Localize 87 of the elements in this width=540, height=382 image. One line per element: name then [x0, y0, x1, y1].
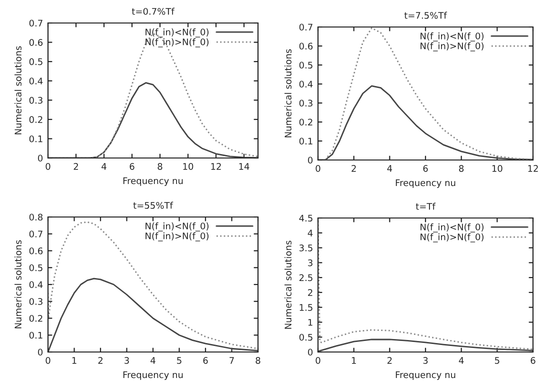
y-tick-label: 0 [38, 348, 43, 356]
y-tick-label: 0.7 [29, 20, 42, 27]
x-tick-label: 4 [102, 163, 106, 170]
y-tick-label: 0.6 [29, 247, 43, 254]
x-tick-label: 2 [74, 163, 78, 170]
x-tick-label: 6 [203, 357, 208, 364]
x-tick-label: 2 [98, 357, 102, 364]
x-tick-label: 8 [256, 357, 260, 364]
legend-label: N(f_in)<N(f_0) [146, 222, 208, 232]
legend-label: N(f_in)<N(f_0) [420, 223, 484, 232]
chart-title: t=0.7%Tf [132, 8, 175, 15]
x-tick-label: 3 [124, 357, 129, 364]
x-tick-label: 7 [230, 357, 234, 364]
x-tick-label: 2 [387, 357, 392, 364]
x-tick-label: 6 [530, 357, 536, 364]
y-tick-label: 2 [308, 289, 312, 296]
y-axis-title: Numerical solutions [14, 46, 22, 134]
y-tick-label: 3.5 [299, 244, 312, 252]
x-tick-label: 10 [183, 163, 194, 170]
x-tick-label: 8 [158, 163, 162, 170]
y-tick-label: 0.5 [29, 264, 42, 272]
y-tick-label: 4.5 [299, 214, 312, 222]
x-axis-title: Frequency nu [396, 179, 456, 188]
y-tick-label: 3 [308, 259, 312, 266]
x-tick-label: 6 [423, 165, 428, 172]
x-tick-label: 4 [150, 357, 156, 364]
y-tick-label: 4 [308, 230, 313, 236]
x-tick-label: 0 [316, 165, 320, 172]
y-tick-label: 0.6 [299, 42, 313, 50]
x-tick-label: 5 [177, 357, 182, 364]
chart-title: t=7.5%Tf [404, 12, 448, 19]
legend-label: N(f_in)>N(f_0) [146, 232, 208, 242]
line-series [48, 221, 258, 350]
y-tick-label: 0.7 [299, 24, 312, 31]
x-tick-label: 1 [72, 357, 76, 364]
y-tick-label: 0.4 [299, 80, 313, 88]
y-tick-label: 0.3 [29, 298, 42, 305]
x-tick-label: 0 [46, 163, 50, 170]
y-tick-label: 1 [308, 319, 312, 326]
y-tick-label: 0.3 [299, 100, 312, 107]
y-tick-label: 0.2 [299, 118, 312, 126]
y-tick-label: 1.5 [300, 304, 312, 311]
x-tick-label: 5 [494, 357, 500, 364]
y-axis-title: Numerical solutions [14, 240, 22, 328]
legend-label: N(f_in)>N(f_0) [420, 42, 484, 52]
y-tick-label: 0 [308, 348, 313, 356]
y-tick-label: 0.1 [29, 135, 42, 142]
y-tick-label: 0.2 [29, 314, 42, 322]
y-tick-label: 0 [308, 156, 313, 164]
y-tick-label: 0.5 [299, 62, 312, 69]
x-tick-label: 14 [239, 163, 250, 170]
legend-label: N(f_in)<N(f_0) [146, 28, 208, 38]
y-tick-label: 0.5 [29, 58, 42, 66]
x-tick-label: 3 [423, 357, 428, 364]
x-axis-title: Frequency nu [123, 177, 183, 186]
x-tick-label: 4 [387, 165, 392, 172]
chart-title: t=Tf [416, 202, 436, 210]
x-tick-label: 1 [352, 357, 356, 364]
x-tick-label: 12 [211, 163, 221, 170]
legend-label: N(f_in)>N(f_0) [146, 38, 208, 48]
y-tick-label: 0.1 [299, 138, 312, 145]
y-tick-label: 0.5 [299, 334, 312, 341]
x-axis-title: Frequency nu [123, 371, 183, 380]
x-tick-label: 2 [352, 165, 356, 172]
legend-label: N(f_in)>N(f_0) [420, 233, 484, 242]
y-axis-title: Numerical solutions [284, 240, 292, 329]
y-tick-label: 0.4 [29, 281, 43, 288]
y-tick-label: 0.8 [29, 214, 43, 221]
y-axis-title: Numerical solutions [284, 49, 292, 138]
x-axis-title: Frequency nu [396, 371, 456, 380]
y-tick-label: 2.5 [299, 274, 312, 282]
y-tick-label: 0.4 [29, 78, 43, 84]
y-tick-label: 0.6 [29, 39, 43, 46]
y-tick-label: 0.3 [29, 96, 42, 104]
x-tick-label: 4 [458, 357, 464, 364]
x-tick-label: 0 [316, 357, 320, 364]
x-tick-label: 8 [459, 165, 464, 172]
y-tick-label: 0 [38, 154, 43, 162]
x-tick-label: 10 [492, 165, 502, 172]
y-tick-label: 0.2 [29, 116, 42, 123]
legend-label: N(f_in)<N(f_0) [420, 32, 484, 42]
x-tick-label: 6 [130, 163, 134, 170]
x-tick-label: 0 [46, 357, 50, 364]
y-tick-label: 0.7 [29, 230, 42, 238]
x-tick-label: 12 [528, 165, 538, 172]
y-tick-label: 0.1 [29, 332, 42, 339]
chart-title: t=55%Tf [133, 202, 174, 209]
